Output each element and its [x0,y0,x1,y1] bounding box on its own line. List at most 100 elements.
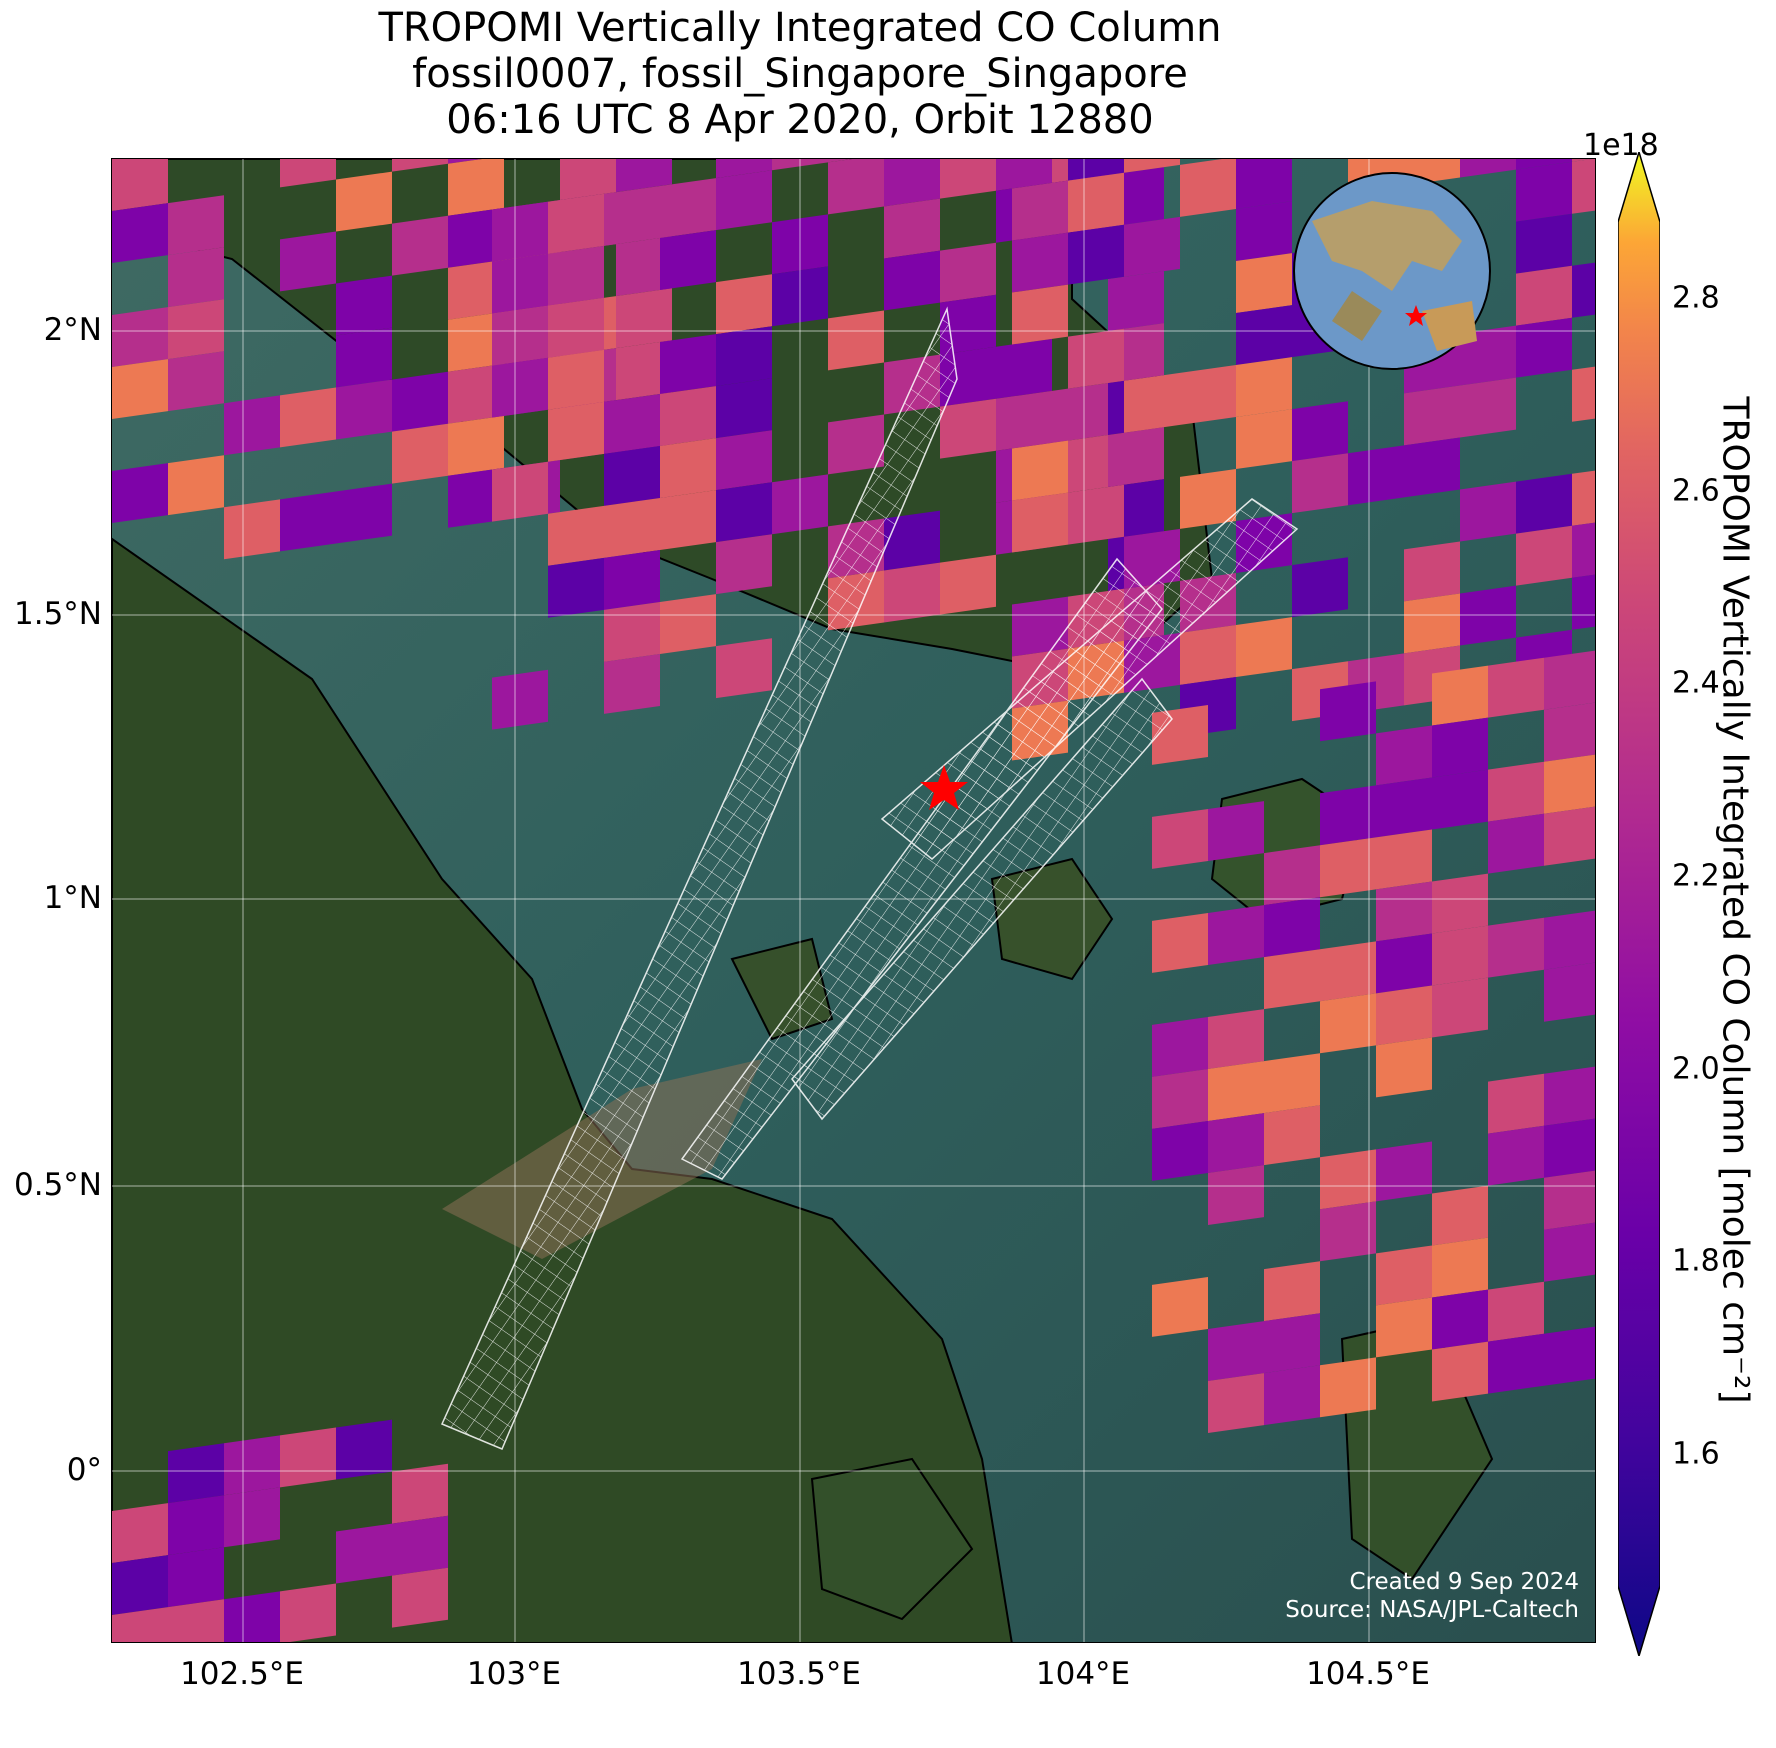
co-pixel [1320,785,1376,846]
co-pixel [660,178,716,238]
co-pixel [492,305,548,366]
colorbar-tick-label: 1.8 [1672,1243,1720,1279]
co-pixel [1376,1141,1432,1202]
co-pixel [940,242,996,303]
co-pixel [1320,1201,1376,1262]
co-pixel [884,198,940,259]
co-pixel [448,363,504,424]
co-pixel [1544,1065,1595,1126]
co-pixel [1320,941,1376,1002]
co-pixel [1208,1321,1264,1381]
co-pixel [448,259,504,320]
co-pixel [1432,1341,1488,1402]
co-pixel [392,215,448,276]
colorbar-tick-label: 2.6 [1672,473,1720,509]
co-pixel [884,510,940,571]
co-pixel [604,601,660,662]
co-pixel [716,170,772,231]
co-pixel [1572,159,1595,214]
y-tick-label: 0° [66,1452,102,1488]
co-pixel [280,387,336,448]
co-pixel [1208,1373,1264,1433]
co-pixel [336,1523,392,1584]
co-pixel [660,594,716,654]
co-pixel [280,1583,336,1642]
co-pixel [1264,949,1320,1010]
co-pixel [1180,469,1236,529]
co-pixel [1068,224,1124,285]
co-pixel [940,294,996,355]
co-pixel [1292,557,1348,618]
x-tick-label: 104.5°E [1306,1656,1430,1692]
co-pixel [604,653,660,714]
co-pixel [1292,401,1348,462]
co-pixel [884,250,940,311]
co-pixel [1572,569,1595,630]
co-pixel [492,669,548,730]
co-pixel [1152,1068,1208,1129]
map-title-line-3: 06:16 UTC 8 Apr 2020, Orbit 12880 [446,97,1154,143]
co-pixel [1572,465,1595,526]
co-pixel [1572,517,1595,578]
co-pixel [616,288,672,349]
co-pixel [1404,159,1460,186]
co-pixel [1012,492,1068,553]
co-pixel [448,159,504,216]
co-pixel [1460,159,1516,178]
co-pixel [1264,1313,1320,1374]
co-pixel [1236,617,1292,678]
co-pixel [1544,649,1595,710]
co-pixel [224,1435,280,1496]
co-pixel [1376,725,1432,786]
co-pixel [1432,1237,1488,1298]
co-pixel [1264,897,1320,958]
co-pixel [1488,813,1544,874]
co-pixel [168,1599,224,1642]
y-tick-label: 2°N [43,312,102,348]
co-pixel [604,497,660,558]
co-pixel [1432,1289,1488,1350]
co-pixel [224,1487,280,1548]
co-pixel [1108,427,1164,488]
co-pixel [1376,1245,1432,1306]
co-pixel [1544,1117,1595,1178]
co-pixel [940,554,996,615]
co-pixel [392,1567,448,1628]
co-pixel [996,390,1052,451]
co-pixel [1516,317,1572,378]
co-pixel [1180,365,1236,425]
co-pixel [716,534,772,595]
co-pixel [168,1495,224,1556]
co-pixel [716,638,772,699]
co-pixel [1320,1149,1376,1210]
map-canvas [112,159,1595,1642]
co-pixel [1516,473,1572,534]
co-pixel [1264,1261,1320,1322]
co-pixel [1404,437,1460,498]
co-pixel [560,159,616,201]
map-panel[interactable]: Created 9 Sep 2024 Source: NASA/JPL-Calt… [111,158,1596,1643]
co-pixel [660,386,716,446]
co-pixel [548,193,604,254]
co-pixel [604,185,660,246]
co-pixel [884,159,940,207]
co-pixel [548,297,604,358]
co-pixel [1432,1185,1488,1246]
co-pixel [548,349,604,410]
co-pixel [1404,541,1460,602]
co-pixel [1152,1120,1208,1181]
co-pixel [1544,805,1595,866]
co-pixel [1124,216,1180,277]
co-pixel [660,490,716,550]
x-tick-label: 102.5°E [180,1656,304,1692]
co-pixel [1180,625,1236,685]
co-pixel [1236,357,1292,418]
co-pixel [716,159,772,179]
co-pixel [1208,1113,1264,1173]
co-pixel [1152,1016,1208,1077]
colorbar-tick-label: 2.2 [1672,858,1720,894]
co-pixel [1320,1357,1376,1418]
co-pixel [336,483,392,544]
x-tick-label: 103.5°E [737,1656,861,1692]
co-pixel [392,371,448,432]
